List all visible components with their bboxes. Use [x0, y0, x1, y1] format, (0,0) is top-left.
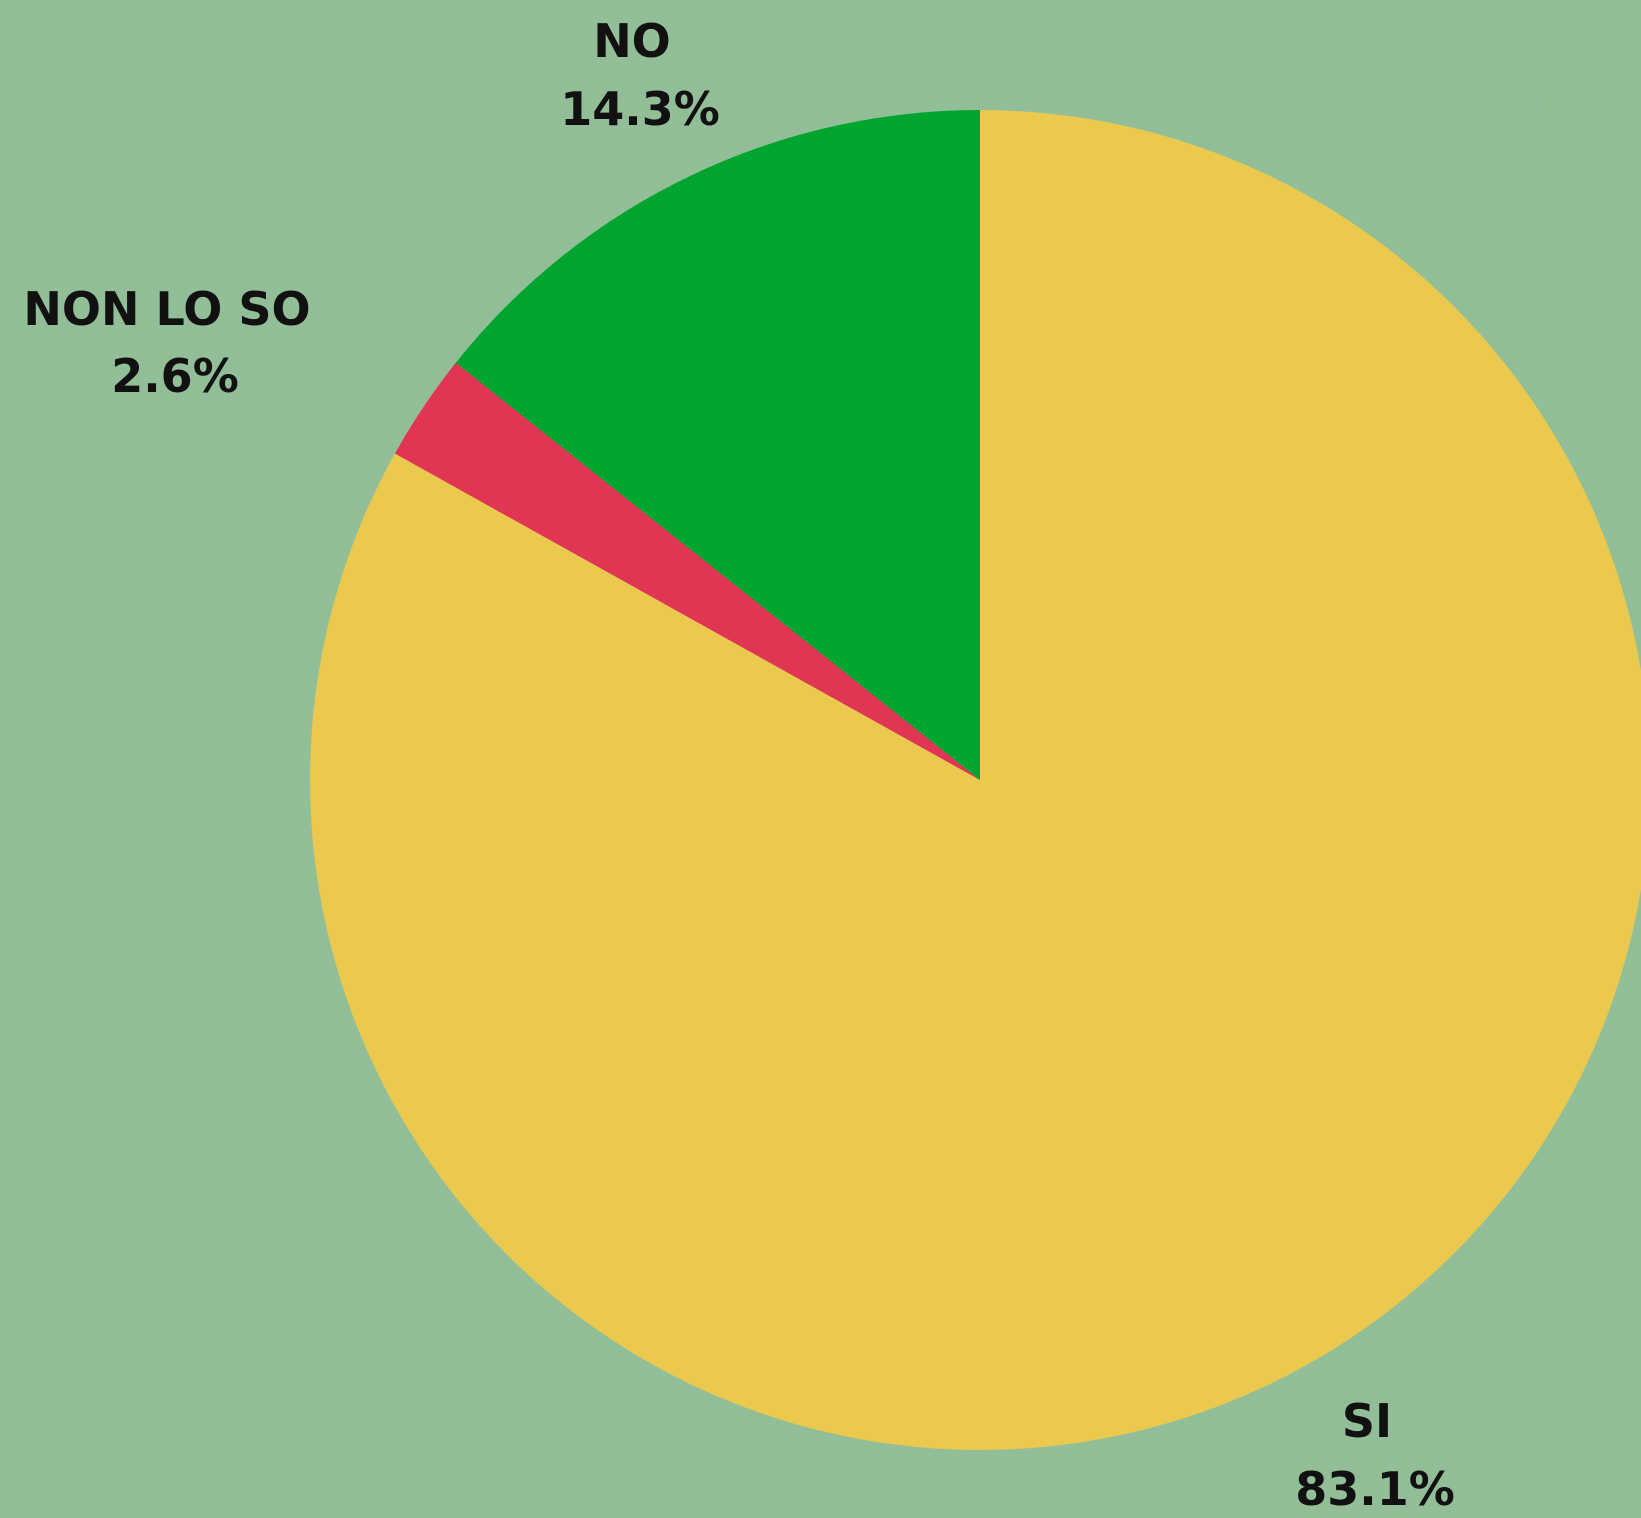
slice-value-no: 14.3%: [560, 82, 720, 136]
slice-label-si: SI 83.1%: [1295, 1394, 1455, 1516]
slice-value-si: 83.1%: [1295, 1462, 1455, 1516]
pie-slice-no: [455, 110, 980, 780]
slice-label-non-lo-so: NON LO SO 2.6%: [23, 282, 326, 403]
slice-name-no: NO: [593, 14, 671, 68]
pie-slice-si: [309, 110, 1641, 1450]
slice-value-non-lo-so: 2.6%: [111, 349, 239, 403]
slice-name-si: SI: [1342, 1394, 1392, 1448]
slice-labels: SI 83.1% NON LO SO 2.6% NO 14.3%: [23, 14, 1454, 1516]
slice-label-no: NO 14.3%: [560, 14, 720, 136]
pie-slice-non-lo-so: [394, 362, 980, 780]
slice-name-non-lo-so: NON LO SO: [23, 282, 310, 336]
pie-slices: [309, 110, 1641, 1450]
